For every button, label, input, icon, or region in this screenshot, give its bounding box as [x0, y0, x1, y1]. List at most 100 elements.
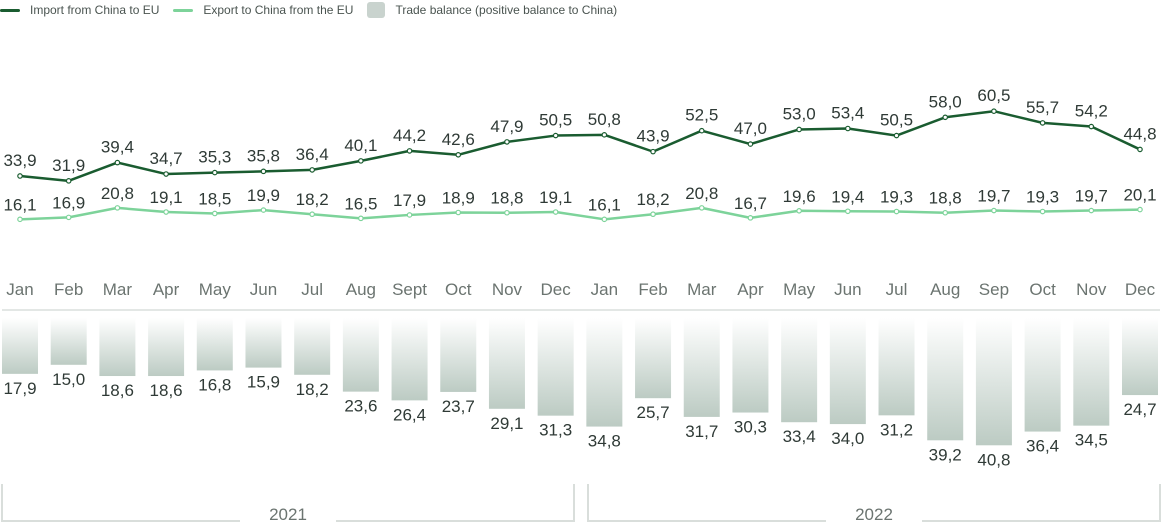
year-bracket	[587, 484, 826, 522]
import-value-label: 58,0	[929, 92, 962, 111]
export-point[interactable]	[1039, 208, 1046, 215]
balance-bar[interactable]	[1122, 318, 1158, 396]
import-point[interactable]	[1137, 146, 1143, 153]
balance-value-label: 26,4	[393, 405, 426, 424]
balance-bar[interactable]	[391, 318, 428, 401]
export-value-label: 18,9	[442, 189, 475, 208]
export-point[interactable]	[1137, 206, 1143, 213]
balance-bar[interactable]	[683, 318, 720, 417]
balance-bar[interactable]	[927, 318, 964, 441]
import-point[interactable]	[65, 178, 72, 184]
legend-item-import[interactable]: Import from China to EU	[0, 3, 159, 17]
balance-bar[interactable]	[294, 318, 331, 375]
export-point[interactable]	[991, 207, 997, 214]
import-point[interactable]	[455, 151, 462, 158]
export-point[interactable]	[650, 211, 656, 218]
balance-bar[interactable]	[2, 318, 38, 374]
import-point[interactable]	[1088, 123, 1095, 130]
export-value-label: 19,1	[539, 188, 572, 207]
import-point[interactable]	[358, 158, 364, 164]
import-point[interactable]	[698, 127, 705, 134]
balance-bar[interactable]	[586, 318, 623, 427]
import-point[interactable]	[260, 168, 267, 175]
import-point[interactable]	[1039, 120, 1046, 126]
balance-bar[interactable]	[878, 318, 915, 416]
export-point[interactable]	[406, 212, 413, 218]
balance-bar[interactable]	[99, 318, 136, 377]
export-value-label: 18,2	[296, 190, 329, 209]
year-label: 2022	[855, 505, 893, 524]
export-value-label: 19,6	[783, 187, 816, 206]
import-point[interactable]	[601, 132, 608, 138]
export-point[interactable]	[260, 207, 267, 213]
export-point[interactable]	[796, 207, 802, 214]
balance-value-label: 24,7	[1123, 400, 1156, 419]
balance-value-label: 17,9	[3, 379, 36, 398]
export-point[interactable]	[358, 215, 364, 222]
export-point[interactable]	[942, 209, 949, 216]
export-point[interactable]	[65, 214, 72, 221]
import-point[interactable]	[747, 141, 754, 147]
legend-item-export[interactable]: Export to China from the EU	[173, 3, 353, 17]
import-point[interactable]	[211, 169, 218, 176]
export-value-label: 19,3	[880, 188, 913, 207]
balance-bar[interactable]	[975, 318, 1012, 446]
import-point[interactable]	[942, 114, 949, 121]
month-label: Aug	[346, 280, 376, 299]
balance-bar[interactable]	[440, 318, 477, 392]
import-point[interactable]	[893, 132, 900, 139]
balance-bar[interactable]	[829, 318, 866, 425]
balance-bar[interactable]	[732, 318, 769, 413]
export-point[interactable]	[309, 211, 315, 218]
export-point[interactable]	[17, 216, 23, 223]
export-point[interactable]	[845, 208, 851, 215]
legend-item-balance[interactable]: Trade balance (positive balance to China…	[367, 2, 617, 18]
export-point[interactable]	[163, 209, 169, 215]
import-point[interactable]	[504, 139, 510, 145]
month-label: Jul	[886, 280, 908, 299]
balance-bar[interactable]	[537, 318, 574, 416]
export-point[interactable]	[552, 209, 559, 215]
export-point[interactable]	[211, 210, 218, 217]
import-point[interactable]	[552, 132, 559, 139]
balance-bar[interactable]	[148, 318, 185, 377]
import-point[interactable]	[845, 125, 851, 132]
export-value-label: 19,7	[977, 187, 1010, 206]
export-point[interactable]	[455, 209, 462, 216]
import-point[interactable]	[17, 173, 23, 179]
import-point[interactable]	[991, 108, 997, 115]
month-label: Oct	[1029, 280, 1056, 299]
export-point[interactable]	[504, 209, 510, 216]
month-label: Apr	[153, 280, 180, 299]
export-value-label: 19,1	[150, 188, 183, 207]
export-point[interactable]	[698, 205, 705, 211]
import-point[interactable]	[650, 148, 656, 155]
balance-bar[interactable]	[488, 318, 525, 409]
import-point[interactable]	[163, 171, 169, 177]
balance-bar[interactable]	[342, 318, 379, 392]
export-point[interactable]	[1088, 207, 1095, 214]
export-point[interactable]	[601, 216, 608, 223]
balance-value-label: 18,2	[296, 380, 329, 399]
balance-value-label: 23,6	[344, 397, 377, 416]
balance-value-label: 31,2	[880, 420, 913, 439]
balance-bar[interactable]	[781, 318, 818, 423]
balance-bar[interactable]	[1024, 318, 1061, 432]
import-point[interactable]	[309, 167, 315, 173]
export-point[interactable]	[747, 215, 754, 221]
balance-bar[interactable]	[1073, 318, 1110, 426]
import-value-label: 47,0	[734, 119, 767, 138]
import-value-label: 43,9	[636, 127, 669, 146]
export-point[interactable]	[893, 208, 900, 215]
balance-value-label: 34,8	[588, 432, 621, 451]
export-point[interactable]	[114, 205, 121, 211]
import-point[interactable]	[406, 148, 413, 154]
import-value-label: 39,4	[101, 138, 134, 157]
balance-bar[interactable]	[50, 318, 87, 365]
import-value-label: 40,1	[344, 136, 377, 155]
import-point[interactable]	[114, 159, 121, 166]
balance-bar[interactable]	[635, 318, 672, 399]
balance-bar[interactable]	[245, 318, 282, 368]
balance-bar[interactable]	[196, 318, 233, 371]
import-point[interactable]	[796, 126, 802, 133]
